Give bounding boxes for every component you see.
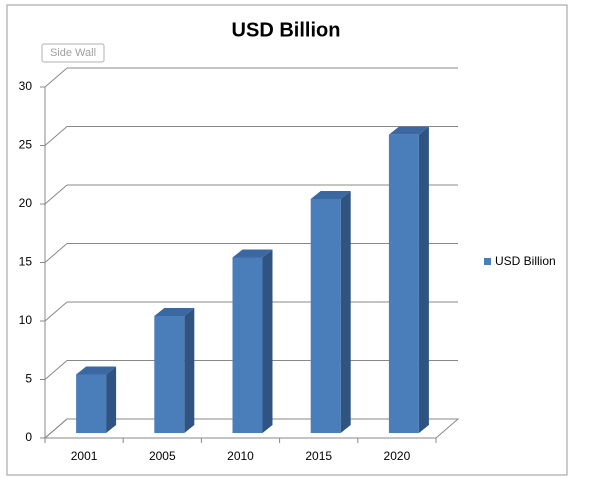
y-tick-label: 5: [25, 372, 32, 386]
bar: [232, 257, 263, 433]
grid-line: [44, 418, 68, 439]
bar-side: [418, 126, 429, 434]
tooltip: Side Wall: [41, 43, 105, 63]
y-tick-label: 30: [19, 79, 33, 93]
legend-label: USD Billion: [495, 254, 556, 268]
bar-side: [184, 308, 195, 433]
y-tick-label: 25: [19, 138, 33, 152]
y-tick-label: 20: [19, 196, 33, 210]
bar: [310, 199, 341, 433]
tooltip-box: [41, 43, 105, 63]
bar-side: [340, 191, 351, 433]
bar-top: [76, 366, 117, 375]
x-tick-label: 2010: [227, 449, 254, 463]
bar: [388, 134, 419, 433]
bar-top: [232, 249, 273, 258]
x-tick-label: 2015: [305, 449, 332, 463]
bar-side: [262, 249, 273, 433]
grid-line: [44, 126, 68, 146]
x-tick-label: 2001: [71, 449, 98, 463]
y-tick-label: 0: [25, 430, 32, 444]
legend-swatch: [484, 258, 491, 265]
bar: [154, 316, 185, 433]
grid-line: [44, 360, 68, 380]
x-tick-label: 2005: [149, 449, 176, 463]
x-tick-label: 2020: [384, 449, 411, 463]
grid-line: [44, 67, 68, 88]
y-tick-label: 10: [19, 313, 33, 327]
grid-line: [44, 243, 68, 263]
bar: [76, 374, 107, 433]
bar-side: [106, 366, 117, 433]
bar-top: [154, 308, 195, 316]
y-tick-label: 15: [19, 255, 33, 269]
grid-line: [44, 301, 68, 322]
grid-line: [44, 184, 68, 205]
chart-title: USD Billion: [232, 19, 341, 41]
bar-top: [388, 126, 429, 135]
bar-top: [310, 191, 351, 199]
tooltip-text: Side Wall: [50, 47, 96, 59]
